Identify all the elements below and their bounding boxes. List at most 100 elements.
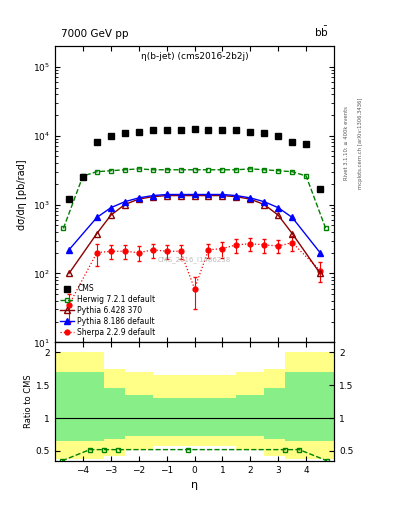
Pythia 6.428 370 (108, 212, 113, 218)
Y-axis label: Ratio to CMS: Ratio to CMS (24, 375, 33, 429)
Pythia 8.186 default (192, 191, 197, 198)
Pythia 8.186 default (95, 215, 99, 221)
Pythia 8.186 default (136, 195, 141, 201)
CMS (318, 186, 323, 192)
Herwig 7.2.1 default (262, 167, 267, 173)
Pythia 6.428 370 (290, 230, 295, 237)
Pythia 8.186 default (290, 215, 295, 221)
CMS (108, 133, 113, 139)
Pythia 8.186 default (66, 247, 72, 253)
Sherpa 2.2.9 default (151, 247, 155, 253)
Text: 7000 GeV pp: 7000 GeV pp (61, 29, 128, 39)
Herwig 7.2.1 default (81, 173, 85, 179)
CMS (164, 127, 169, 133)
Text: η(b-jet) (cms2016-2b2j): η(b-jet) (cms2016-2b2j) (141, 52, 248, 61)
Pythia 6.428 370 (262, 202, 267, 208)
Pythia 8.186 default (108, 205, 113, 211)
Pythia 6.428 370 (151, 194, 155, 200)
CMS (66, 196, 72, 202)
Sherpa 2.2.9 default (164, 248, 169, 254)
X-axis label: η: η (191, 480, 198, 490)
Line: CMS: CMS (66, 126, 323, 202)
Herwig 7.2.1 default (95, 168, 99, 175)
Sherpa 2.2.9 default (206, 247, 211, 253)
Pythia 6.428 370 (248, 196, 253, 202)
CMS (290, 139, 295, 145)
Pythia 8.186 default (151, 193, 155, 199)
CMS (178, 127, 183, 133)
Sherpa 2.2.9 default (248, 241, 253, 247)
Pythia 6.428 370 (136, 196, 141, 202)
CMS (95, 139, 99, 145)
Herwig 7.2.1 default (136, 166, 141, 172)
Herwig 7.2.1 default (108, 167, 113, 174)
Pythia 8.186 default (178, 191, 183, 198)
CMS (206, 127, 211, 133)
Text: Rivet 3.1.10; ≥ 400k events: Rivet 3.1.10; ≥ 400k events (344, 106, 349, 180)
Sherpa 2.2.9 default (178, 248, 183, 254)
Pythia 8.186 default (123, 199, 127, 205)
Herwig 7.2.1 default (304, 173, 309, 179)
Legend: CMS, Herwig 7.2.1 default, Pythia 6.428 370, Pythia 8.186 default, Sherpa 2.2.9 : CMS, Herwig 7.2.1 default, Pythia 6.428 … (59, 283, 157, 338)
Text: b$\bar{\mathrm{b}}$: b$\bar{\mathrm{b}}$ (314, 25, 329, 39)
Pythia 8.186 default (276, 205, 281, 211)
Sherpa 2.2.9 default (290, 240, 295, 246)
Line: Herwig 7.2.1 default: Herwig 7.2.1 default (61, 166, 328, 231)
CMS (192, 126, 197, 132)
Herwig 7.2.1 default (178, 167, 183, 173)
Herwig 7.2.1 default (192, 167, 197, 173)
Pythia 6.428 370 (220, 193, 225, 199)
Herwig 7.2.1 default (323, 225, 328, 231)
CMS (304, 141, 309, 147)
Herwig 7.2.1 default (206, 167, 211, 173)
Herwig 7.2.1 default (220, 167, 225, 173)
CMS (248, 129, 253, 135)
Herwig 7.2.1 default (164, 167, 169, 173)
Pythia 6.428 370 (178, 193, 183, 199)
Pythia 6.428 370 (234, 194, 239, 200)
Herwig 7.2.1 default (234, 167, 239, 173)
CMS (136, 129, 141, 135)
Pythia 8.186 default (262, 199, 267, 205)
Herwig 7.2.1 default (123, 167, 127, 173)
Sherpa 2.2.9 default (136, 250, 141, 256)
Pythia 6.428 370 (318, 270, 323, 276)
Text: mcplots.cern.ch [arXiv:1306.3436]: mcplots.cern.ch [arXiv:1306.3436] (358, 98, 363, 189)
Pythia 6.428 370 (276, 212, 281, 218)
CMS (262, 130, 267, 136)
Sherpa 2.2.9 default (262, 242, 267, 248)
Pythia 6.428 370 (206, 193, 211, 199)
Herwig 7.2.1 default (248, 166, 253, 172)
Herwig 7.2.1 default (290, 168, 295, 175)
CMS (123, 130, 127, 136)
Y-axis label: dσ/dη [pb/rad]: dσ/dη [pb/rad] (17, 159, 28, 229)
CMS (276, 133, 281, 139)
Pythia 8.186 default (234, 193, 239, 199)
Herwig 7.2.1 default (61, 225, 66, 231)
Pythia 6.428 370 (66, 270, 72, 276)
Sherpa 2.2.9 default (192, 286, 197, 292)
Sherpa 2.2.9 default (276, 243, 281, 249)
Pythia 6.428 370 (95, 230, 99, 237)
Sherpa 2.2.9 default (234, 242, 239, 248)
Sherpa 2.2.9 default (123, 248, 127, 254)
Pythia 8.186 default (220, 191, 225, 198)
CMS (220, 127, 225, 133)
Sherpa 2.2.9 default (220, 245, 225, 251)
Pythia 8.186 default (248, 195, 253, 201)
Sherpa 2.2.9 default (318, 267, 323, 273)
Pythia 8.186 default (206, 191, 211, 198)
CMS (81, 174, 85, 180)
Line: Pythia 6.428 370: Pythia 6.428 370 (66, 193, 323, 276)
Pythia 6.428 370 (192, 193, 197, 199)
CMS (234, 127, 239, 133)
CMS (151, 127, 155, 133)
Sherpa 2.2.9 default (108, 248, 113, 254)
Text: CMS_2016_I1486238: CMS_2016_I1486238 (158, 256, 231, 263)
Line: Pythia 8.186 default: Pythia 8.186 default (66, 191, 323, 255)
Herwig 7.2.1 default (151, 167, 155, 173)
Pythia 6.428 370 (123, 202, 127, 208)
Pythia 6.428 370 (164, 193, 169, 199)
Line: Sherpa 2.2.9 default: Sherpa 2.2.9 default (66, 240, 323, 307)
Pythia 8.186 default (318, 250, 323, 256)
